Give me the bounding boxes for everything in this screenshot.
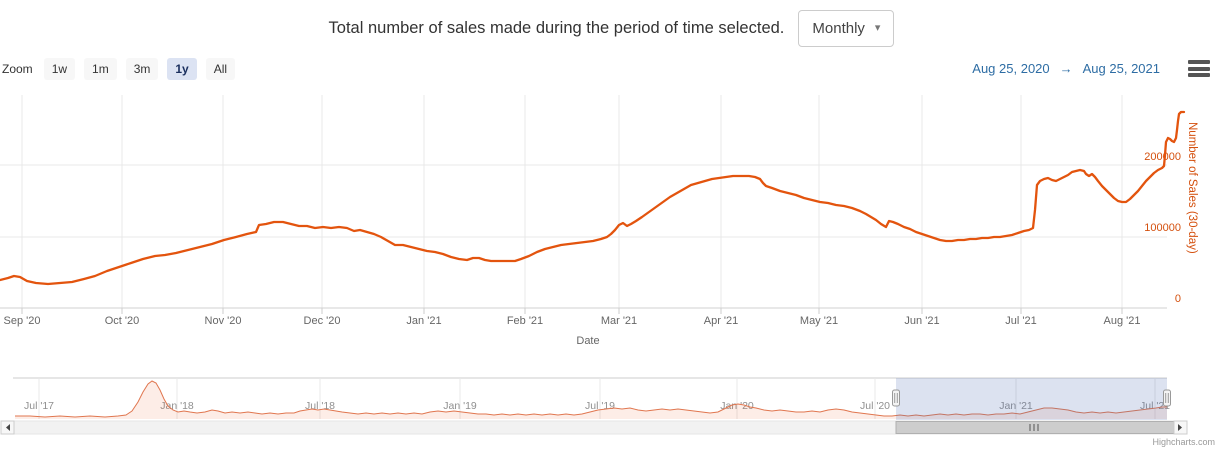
zoom-buttons: 1w 1m 3m 1y All	[43, 58, 236, 80]
date-range: Aug 25, 2020 → Aug 25, 2021	[972, 61, 1160, 76]
navigator-axis-label: Jan '20	[720, 400, 754, 412]
x-axis-label: Mar '21	[600, 315, 638, 327]
context-menu-button[interactable]	[1188, 60, 1210, 80]
scrollbar-left-button[interactable]	[0, 420, 15, 435]
scrollbar-thumb[interactable]	[895, 421, 1175, 434]
navigator-axis-label: Jul '18	[304, 400, 336, 412]
x-axis-label: Jan '21	[406, 315, 442, 327]
chart-header: Total number of sales made during the pe…	[0, 0, 1223, 56]
x-axis-label: May '21	[799, 315, 839, 327]
chevron-down-icon: ▾	[874, 21, 881, 34]
navigator-right-handle[interactable]	[1163, 389, 1171, 407]
date-from-input[interactable]: Aug 25, 2020	[972, 61, 1050, 76]
range-selector: Zoom 1w 1m 3m 1y All	[2, 58, 236, 80]
x-axis-label: Feb '21	[506, 315, 544, 327]
x-axis-label: Jun '21	[904, 315, 940, 327]
navigator-left-handle[interactable]	[892, 389, 900, 407]
x-axis-label: Dec '20	[303, 315, 341, 327]
hamburger-icon	[1188, 60, 1210, 64]
range-button-1y[interactable]: 1y	[167, 58, 197, 80]
date-to-input[interactable]: Aug 25, 2021	[1082, 61, 1160, 76]
y-axis-label: 200000	[1144, 151, 1181, 163]
date-range-arrow-icon: →	[1059, 61, 1073, 76]
range-button-all[interactable]: All	[205, 58, 236, 80]
chart-title: Total number of sales made during the pe…	[328, 18, 785, 37]
main-series-line	[0, 110, 1186, 286]
x-axis-title: Date	[576, 335, 600, 347]
x-axis-label: Sep '20	[3, 315, 41, 327]
interval-dropdown[interactable]: Monthly ▾	[798, 9, 895, 47]
highcharts-credit[interactable]: Highcharts.com	[1152, 437, 1215, 447]
scrollbar-right-button[interactable]	[1173, 420, 1188, 435]
x-axis-label: Nov '20	[204, 315, 242, 327]
x-axis-label: Oct '20	[104, 315, 140, 327]
y-axis-title: Number of Sales (30-day)	[1186, 122, 1198, 254]
range-button-1m[interactable]: 1m	[84, 58, 117, 80]
navigator-axis-label: Jul '17	[23, 400, 55, 412]
x-axis-label: Aug '21	[1103, 315, 1141, 327]
y-axis-label: 0	[1174, 293, 1181, 305]
navigator-axis-label: Jan '18	[160, 400, 194, 412]
interval-dropdown-value: Monthly	[812, 19, 865, 37]
navigator-axis-label: Jul '20	[859, 400, 891, 412]
navigator-axis-label: Jul '19	[584, 400, 616, 412]
range-button-3m[interactable]: 3m	[125, 58, 159, 80]
x-axis-label: Jul '21	[1005, 315, 1037, 327]
range-button-1w[interactable]: 1w	[43, 58, 76, 80]
navigator-selected-range[interactable]	[896, 378, 1167, 420]
y-axis-label: 100000	[1144, 222, 1181, 234]
navigator-axis-label: Jan '19	[443, 400, 477, 412]
x-axis-label: Apr '21	[703, 315, 739, 327]
zoom-label: Zoom	[2, 62, 33, 76]
